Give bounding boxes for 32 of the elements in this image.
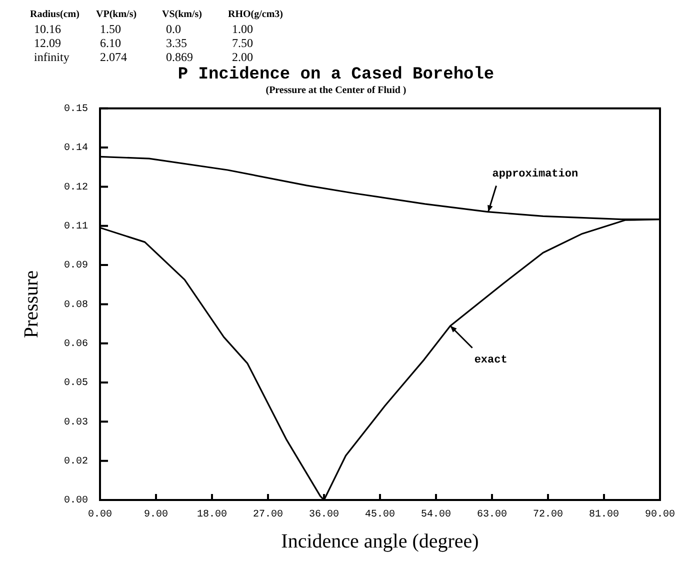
- y-tick-label: 0.14: [64, 143, 88, 154]
- x-tick-label: 18.00: [196, 510, 228, 521]
- x-tick-label: 45.00: [364, 510, 396, 521]
- chart-subtitle: (Pressure at the Center of Fluid ): [266, 84, 406, 96]
- y-tick-label: 0.11: [64, 222, 88, 233]
- y-tick-label: 0.00: [64, 496, 88, 507]
- x-tick-label: 9.00: [144, 510, 168, 521]
- y-tick-label: 0.06: [64, 339, 88, 350]
- y-tick-label: 0.05: [64, 378, 88, 390]
- annotation: approximation: [492, 168, 578, 181]
- x-tick-label: 27.00: [252, 510, 284, 521]
- x-tick-label: 36.00: [308, 510, 340, 521]
- y-tick-label: 0.03: [64, 417, 88, 428]
- text: infinity 2.074 0.869 2.00: [34, 50, 253, 64]
- x-tick-label: 54.00: [420, 510, 452, 521]
- chart-title: P Incidence on a Cased Borehole: [178, 65, 494, 84]
- y-tick-label: 0.02: [64, 456, 88, 468]
- text: 12.09 6.10 3.35 7.50: [34, 36, 253, 50]
- y-tick-label: 0.12: [64, 182, 88, 194]
- x-tick-label: 72.00: [532, 510, 564, 521]
- x-tick-label: 0.00: [88, 510, 112, 521]
- annotation: exact: [474, 354, 508, 367]
- x-tick-label: 90.00: [644, 510, 676, 521]
- x-tick-label: 63.00: [476, 510, 508, 521]
- y-tick-label: 0.15: [64, 104, 88, 116]
- y-axis-title: Pressure: [20, 270, 42, 338]
- y-tick-label: 0.09: [64, 260, 88, 272]
- text: Radius(cm) VP(km/s) VS(km/s) RHO(g/cm3): [30, 9, 283, 20]
- x-axis-title: Incidence angle (degree): [281, 530, 479, 552]
- y-tick-label: 0.08: [64, 300, 88, 311]
- x-tick-label: 81.00: [588, 510, 620, 521]
- text: 10.16 1.50 0.0 1.00: [34, 22, 253, 36]
